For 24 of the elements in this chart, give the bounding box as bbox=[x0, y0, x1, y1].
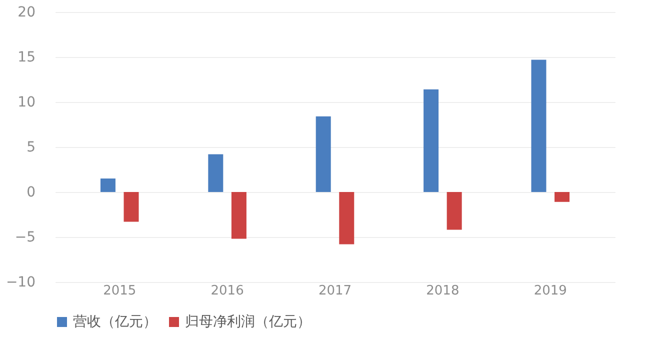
y-tick-label: 15 bbox=[18, 50, 36, 66]
x-tick-label: 2017 bbox=[318, 284, 352, 298]
x-tick-label: 2019 bbox=[534, 284, 567, 298]
bar bbox=[100, 178, 116, 192]
bar bbox=[554, 192, 570, 202]
legend-label: 归母净利润（亿元） bbox=[185, 314, 311, 330]
legend-label: 营收（亿元） bbox=[73, 314, 157, 330]
y-tick-label: 0 bbox=[26, 184, 36, 200]
y-tick-label: −5 bbox=[14, 230, 36, 246]
bar bbox=[208, 154, 224, 192]
bar bbox=[339, 192, 354, 244]
y-tick-label: 20 bbox=[18, 4, 36, 20]
y-tick-label: −10 bbox=[6, 274, 36, 290]
x-tick-label: 2018 bbox=[426, 284, 460, 298]
x-tick-label: 2016 bbox=[210, 284, 244, 298]
y-tick-label: 10 bbox=[18, 94, 36, 110]
bar bbox=[424, 89, 439, 192]
y-tick-label: 5 bbox=[26, 140, 36, 156]
bar bbox=[124, 192, 139, 222]
bar bbox=[531, 60, 546, 192]
bar bbox=[231, 192, 246, 239]
bar bbox=[446, 192, 462, 230]
x-tick-label: 2015 bbox=[103, 284, 136, 298]
bar bbox=[316, 116, 331, 192]
